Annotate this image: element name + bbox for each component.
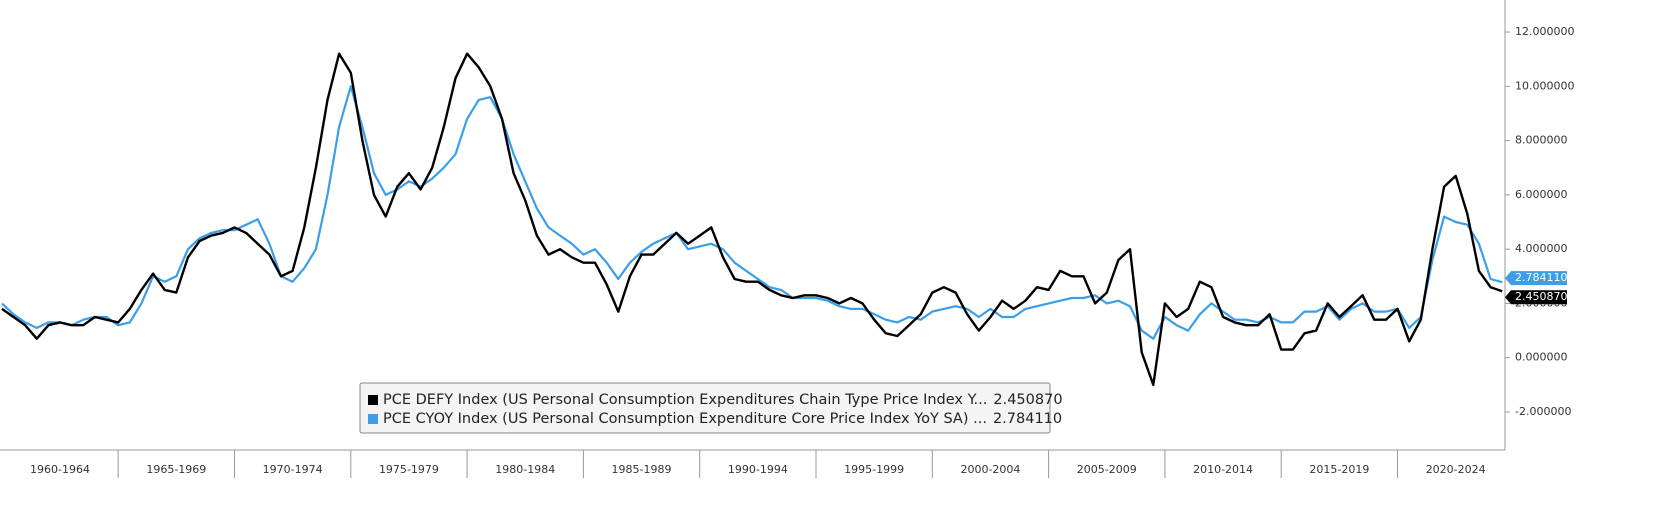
x-tick-label: 2020-2024	[1426, 463, 1486, 476]
x-tick-label: 1975-1979	[379, 463, 439, 476]
y-tick-label: 12.000000	[1515, 25, 1575, 38]
x-tick-label: 2015-2019	[1309, 463, 1369, 476]
legend-name: PCE DEFY Index (US Personal Consumption …	[383, 392, 987, 408]
last-value-label: 2.784110	[1515, 271, 1568, 284]
legend-swatch	[368, 414, 378, 424]
legend-box	[359, 382, 1051, 434]
series-line	[1, 52, 1503, 387]
y-tick-label: 10.000000	[1515, 79, 1575, 92]
x-tick-label: 1995-1999	[844, 463, 904, 476]
y-tick-label: 0.000000	[1515, 351, 1568, 364]
last-value-label: 2.450870	[1515, 290, 1568, 303]
legend: PCE DEFY Index (US Personal Consumption …	[359, 382, 1063, 434]
x-tick-label: 2010-2014	[1193, 463, 1253, 476]
legend-name: PCE CYOY Index (US Personal Consumption …	[383, 411, 987, 427]
y-tick-label: 6.000000	[1515, 188, 1568, 201]
legend-swatch	[368, 395, 378, 405]
legend-label: PCE CYOY Index (US Personal Consumption …	[383, 411, 1062, 427]
y-tick-label: 8.000000	[1515, 134, 1568, 147]
legend-label: PCE DEFY Index (US Personal Consumption …	[383, 392, 1063, 408]
y-tick-label: -2.000000	[1515, 405, 1571, 418]
x-tick-label: 1985-1989	[612, 463, 672, 476]
x-tick-label: 2005-2009	[1077, 463, 1137, 476]
legend-value: 2.450870	[993, 392, 1062, 408]
x-tick-label: 1980-1984	[495, 463, 555, 476]
y-tick-label: 4.000000	[1515, 242, 1568, 255]
x-tick-label: 1970-1974	[263, 463, 323, 476]
series-line	[1, 85, 1503, 340]
last-value-flag	[1505, 290, 1567, 305]
x-tick-label: 1965-1969	[146, 463, 206, 476]
legend-value: 2.784110	[993, 411, 1062, 427]
x-tick-label: 2000-2004	[960, 463, 1020, 476]
last-value-flag	[1505, 271, 1567, 286]
x-tick-label: 1990-1994	[728, 463, 788, 476]
x-tick-label: 1960-1964	[30, 463, 90, 476]
